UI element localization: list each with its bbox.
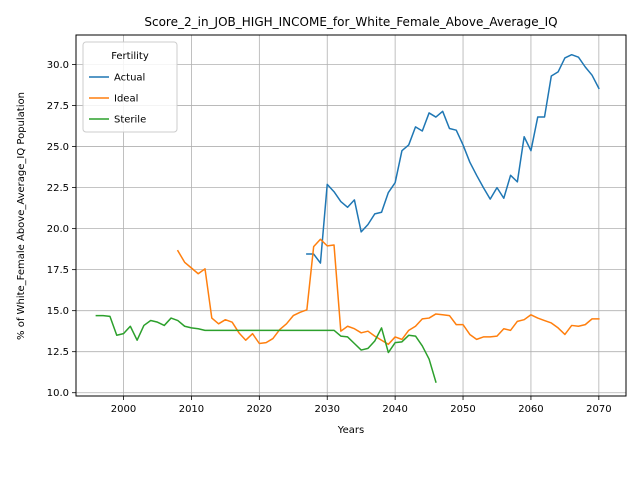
y-tick-label: 12.5: [47, 347, 69, 358]
y-ticks: 10.0 12.5 15.0 17.5 20.0 22.5 25.0 27.5 30.0: [47, 60, 76, 399]
x-tick-label: 2030: [315, 404, 340, 415]
legend-label-sterile: Sterile: [114, 115, 146, 126]
plot-frame: [75, 34, 627, 397]
legend-label-actual: Actual: [114, 73, 145, 84]
x-ticks: 2000 2010 2020 2030 2040 2050 2060 2070: [111, 396, 612, 415]
legend-box: [82, 41, 178, 133]
y-tick-label: 30.0: [47, 60, 69, 71]
y-tick-label: 27.5: [47, 101, 69, 112]
legend-label-ideal: Ideal: [114, 94, 138, 105]
y-tick-label: 17.5: [47, 265, 69, 276]
legend-items: Actual Ideal Sterile: [89, 73, 146, 126]
plot-lines: [95, 53, 600, 383]
y-axis-label: % of White_Female Above_Average_IQ Popul…: [16, 92, 27, 340]
x-tick-label: 2000: [111, 404, 136, 415]
legend: Fertility Actual Ideal Sterile: [82, 41, 178, 133]
x-tick-label: 2050: [450, 404, 475, 415]
x-tick-label: 2010: [179, 404, 204, 415]
x-tick-label: 2070: [586, 404, 611, 415]
y-tick-label: 20.0: [47, 224, 69, 235]
x-axis-label: Years: [337, 425, 364, 436]
series-line-actual: [306, 53, 600, 264]
series-line-ideal: [176, 238, 600, 346]
y-tick-label: 25.0: [47, 142, 69, 153]
x-tick-label: 2060: [518, 404, 543, 415]
y-tick-label: 10.0: [47, 388, 69, 399]
grid: [76, 35, 626, 396]
chart-title: Score_2_in_JOB_HIGH_INCOME_for_White_Fem…: [144, 15, 557, 29]
series-line-sterile: [95, 314, 437, 383]
y-tick-label: 22.5: [47, 183, 69, 194]
x-tick-label: 2020: [247, 404, 272, 415]
legend-title: Fertility: [111, 51, 149, 62]
y-tick-label: 15.0: [47, 306, 69, 317]
x-tick-label: 2040: [382, 404, 407, 415]
